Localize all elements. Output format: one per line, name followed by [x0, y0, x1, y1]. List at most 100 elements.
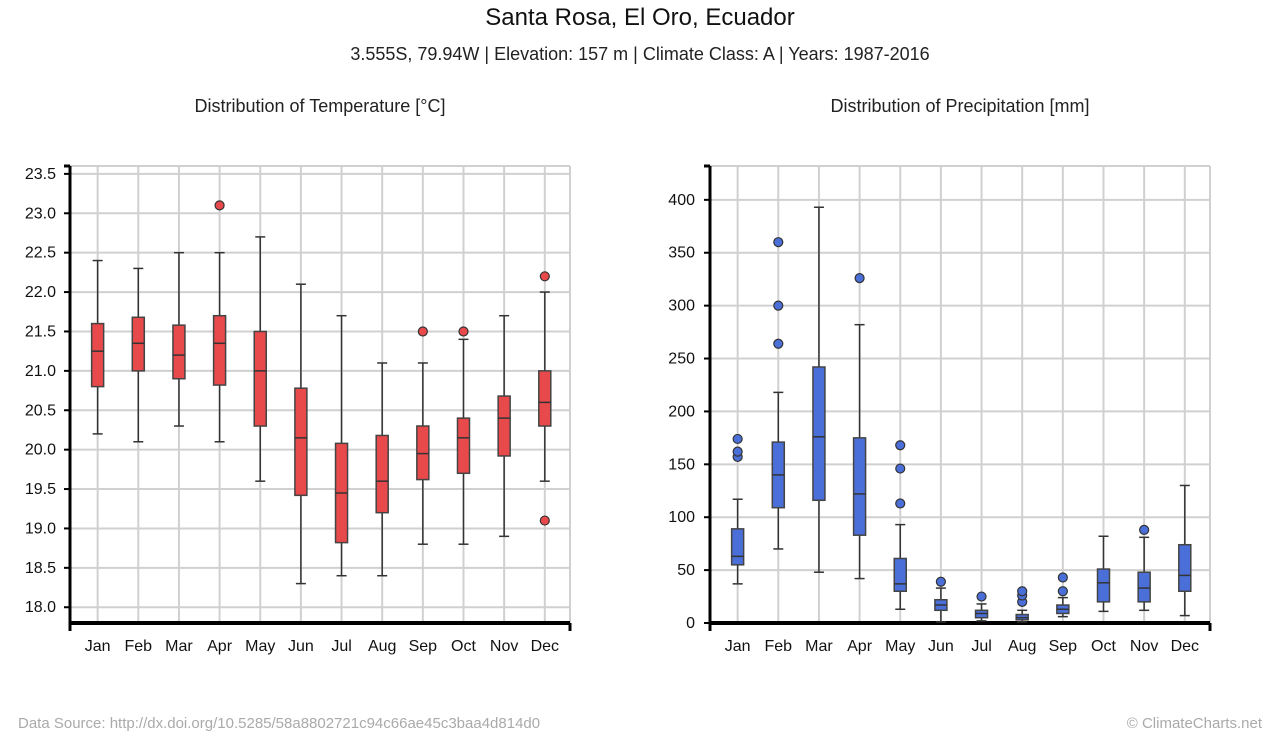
outlier-point — [1017, 586, 1028, 597]
precipitation-x-tick-label: Apr — [847, 638, 873, 655]
precipitation-box-sep — [1056, 572, 1070, 618]
temperature-y-tick-label: 20.0 — [25, 442, 56, 459]
precipitation-x-tick-label: Feb — [765, 638, 793, 655]
precipitation-y-tick-label: 350 — [668, 245, 695, 262]
outlier-point — [732, 446, 743, 457]
precipitation-box-dec — [1178, 484, 1192, 617]
outlier-point — [935, 576, 946, 587]
precipitation-box-may — [893, 440, 907, 610]
temperature-y-tick-label: 19.0 — [25, 520, 56, 537]
box-iqr — [538, 370, 552, 427]
temperature-x-tick-label: Oct — [451, 638, 476, 655]
temperature-y-tick-label: 19.5 — [25, 481, 56, 498]
box-iqr — [730, 528, 745, 566]
outlier-point — [773, 338, 784, 349]
temperature-box-aug — [375, 362, 389, 577]
box-iqr — [1096, 568, 1111, 603]
outlier-point — [458, 326, 469, 337]
temperature-boxplot: 18.0 18.5 19.0 19.5 20.0 20.5 21.0 21.5 22.0 22.5… — [25, 164, 572, 655]
precipitation-boxplot: 0 50 100 150 200 250 300 350 400 Jan Feb Mar Apr May J… — [668, 164, 1212, 655]
temperature-x-tick-label: May — [245, 638, 275, 655]
box-iqr — [1137, 571, 1151, 603]
outlier-point — [895, 463, 906, 474]
temperature-x-tick-label: Dec — [531, 638, 559, 655]
outlier-point — [417, 326, 428, 337]
temperature-x-tick-label: Mar — [165, 638, 193, 655]
temperature-box-mar — [172, 251, 186, 427]
precipitation-x-tick-label: Dec — [1171, 638, 1199, 655]
box-iqr — [456, 417, 471, 475]
precipitation-chart-title: Distribution of Precipitation [mm] — [830, 96, 1090, 116]
temperature-y-tick-label: 18.0 — [25, 599, 56, 616]
page-subtitle: 3.555S, 79.94W | Elevation: 157 m | Clim… — [350, 44, 930, 64]
temperature-box-dec — [538, 271, 552, 526]
temperature-y-tick-label: 23.0 — [25, 205, 56, 222]
temperature-y-tick-label: 21.0 — [25, 363, 56, 380]
temperature-box-jun — [294, 283, 308, 585]
outlier-point — [773, 300, 784, 311]
temperature-box-apr — [212, 200, 227, 443]
page-title: Santa Rosa, El Oro, Ecuador — [485, 4, 795, 31]
precipitation-box-feb — [771, 237, 786, 550]
box-iqr — [294, 387, 308, 497]
outlier-point — [895, 498, 906, 509]
temperature-x-tick-label: Jun — [288, 638, 314, 655]
temperature-y-tick-label: 18.5 — [25, 560, 56, 577]
temperature-box-may — [253, 236, 267, 482]
precipitation-y-tick-label: 200 — [668, 403, 695, 420]
temperature-box-sep — [416, 326, 430, 545]
precipitation-y-tick-label: 400 — [668, 192, 695, 209]
precipitation-x-tick-label: Jun — [928, 638, 954, 655]
precipitation-box-jun — [934, 576, 948, 623]
box-iqr — [416, 425, 430, 481]
outlier-point — [1057, 586, 1068, 597]
box-iqr — [253, 330, 267, 427]
precipitation-x-tick-label: Jul — [971, 638, 991, 655]
precipitation-y-tick-label: 150 — [668, 456, 695, 473]
temperature-y-tick-label: 22.5 — [25, 245, 56, 262]
precipitation-box-mar — [812, 206, 826, 573]
box-iqr — [90, 322, 105, 388]
outlier-point — [773, 237, 784, 248]
outlier-point — [214, 200, 225, 211]
box-iqr — [172, 324, 186, 380]
box-iqr — [812, 366, 826, 502]
temperature-box-jan — [90, 259, 105, 435]
precipitation-x-tick-label: Mar — [805, 638, 833, 655]
temperature-y-tick-label: 20.5 — [25, 402, 56, 419]
outlier-point — [895, 440, 906, 451]
outlier-point — [732, 433, 743, 445]
precipitation-x-tick-label: Aug — [1008, 638, 1036, 655]
outlier-point — [539, 271, 550, 282]
temperature-box-jul — [334, 314, 349, 577]
box-iqr — [852, 437, 867, 536]
precipitation-box-jul — [974, 591, 989, 622]
outlier-point — [854, 273, 865, 284]
box-iqr — [893, 557, 907, 593]
temperature-box-feb — [131, 267, 146, 443]
precipitation-y-tick-label: 0 — [686, 615, 695, 632]
temperature-box-nov — [497, 314, 511, 538]
precipitation-x-tick-label: Sep — [1049, 638, 1078, 655]
precipitation-x-tick-label: Jan — [725, 638, 751, 655]
temperature-x-tick-label: Nov — [490, 638, 518, 655]
box-iqr — [131, 316, 146, 372]
box-iqr — [212, 314, 227, 386]
temperature-x-tick-label: Sep — [409, 638, 438, 655]
precipitation-box-aug — [1015, 586, 1029, 623]
precipitation-y-tick-label: 100 — [668, 509, 695, 526]
precipitation-x-tick-label: May — [885, 638, 915, 655]
box-iqr — [375, 434, 389, 514]
outlier-point — [539, 515, 550, 526]
temperature-x-tick-label: Jul — [331, 638, 351, 655]
precipitation-x-tick-label: Oct — [1091, 638, 1116, 655]
box-iqr — [1178, 543, 1192, 593]
precipitation-box-oct — [1096, 535, 1111, 613]
precipitation-box-nov — [1137, 524, 1151, 612]
temperature-y-tick-label: 23.5 — [25, 166, 56, 183]
credit-text: © ClimateCharts.net — [1126, 715, 1262, 732]
precipitation-box-apr — [852, 273, 867, 580]
outlier-point — [976, 591, 987, 602]
precipitation-box-jan — [730, 433, 745, 585]
box-iqr — [497, 395, 511, 457]
